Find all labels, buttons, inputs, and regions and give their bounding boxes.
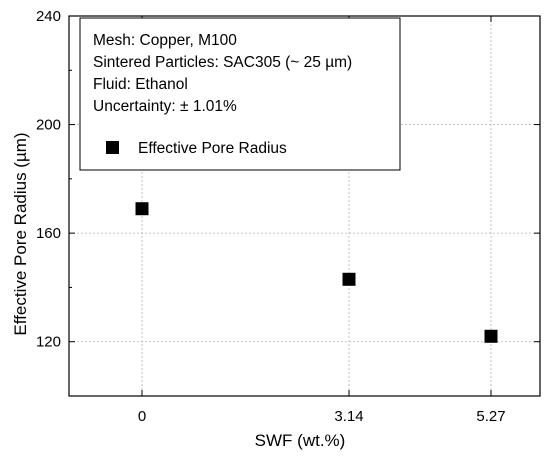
x-tick-label: 5.27 <box>476 408 505 425</box>
legend-box: Mesh: Copper, M100 Sintered Particles: S… <box>79 17 401 171</box>
y-tick-label: 240 <box>36 8 61 25</box>
axis-tick-labels: 120 160 200 240 0 3.14 5.27 <box>36 8 506 425</box>
annotation-particles: Sintered Particles: SAC305 (~ 25 µm) <box>93 54 352 71</box>
plot-frame <box>68 15 541 397</box>
data-points <box>135 202 498 343</box>
legend-frame <box>79 17 401 171</box>
legend-marker-square <box>106 141 119 154</box>
x-tick-label: 0 <box>138 408 146 425</box>
annotation-fluid: Fluid: Ethanol <box>93 76 188 93</box>
y-tick-label: 160 <box>36 225 61 242</box>
x-axis-title: SWF (wt.%) <box>255 431 346 450</box>
legend-series-label: Effective Pore Radius <box>138 140 287 157</box>
y-axis-title: Effective Pore Radius (µm) <box>11 132 30 335</box>
y-tick-label: 200 <box>36 117 61 134</box>
data-point <box>135 202 149 216</box>
annotation-mesh: Mesh: Copper, M100 <box>93 32 237 49</box>
data-point <box>342 272 356 286</box>
data-point <box>484 329 498 343</box>
y-tick-label: 120 <box>36 334 61 351</box>
annotation-uncertainty: Uncertainty: ± 1.01% <box>93 98 237 115</box>
x-tick-label: 3.14 <box>334 408 363 425</box>
